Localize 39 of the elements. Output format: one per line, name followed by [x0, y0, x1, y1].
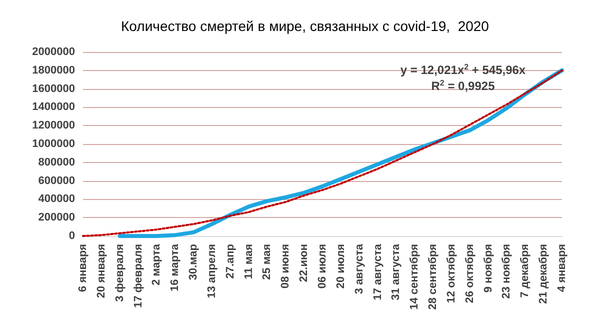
x-tick-label: 12 октября: [445, 244, 458, 304]
y-tick-label: 1800000: [32, 64, 75, 76]
y-tick-label: 600000: [38, 174, 75, 187]
x-tick-label: 6 января: [77, 244, 89, 292]
x-tick-label: 13 апреля: [206, 244, 218, 298]
x-tick-label: 27.апр: [224, 244, 236, 279]
x-tick-label: 3 февраля: [114, 244, 126, 302]
x-tick-label: 14 сентября: [408, 244, 421, 310]
y-tick-label: 1600000: [32, 82, 75, 95]
x-tick-label: 9 ноября: [482, 244, 494, 293]
x-tick-label: 16 марта: [169, 243, 182, 292]
x-tick-label: 25 мая: [261, 244, 274, 280]
x-tick-label: 23 ноября: [500, 244, 513, 299]
y-tick-label: 2000000: [32, 46, 75, 58]
x-tick-label: 7 декабря: [519, 244, 532, 298]
chart-title: Количество смертей в мире, связанных с covid-19, 2020: [121, 18, 490, 34]
x-tick-label: 17 августа: [372, 243, 384, 300]
x-tick-label: 20 января: [95, 244, 108, 298]
y-tick-label: 1000000: [32, 138, 75, 150]
x-tick-label: 11 мая: [242, 244, 255, 280]
x-tick-label: 21 декабря: [538, 244, 550, 304]
y-tick-label: 0: [68, 230, 75, 242]
y-tick-label: 200000: [38, 212, 75, 224]
x-tick-label: 06 июля: [316, 244, 328, 289]
y-tick-label: 800000: [38, 156, 75, 168]
x-tick-label: 08 июня: [280, 244, 292, 289]
x-tick-label: 22.июн: [298, 244, 310, 282]
y-tick-label: 1200000: [32, 120, 75, 132]
x-tick-label: 17 февраля: [132, 244, 144, 308]
y-tick-label: 1400000: [32, 101, 75, 114]
x-tick-label: 4 января: [556, 244, 568, 292]
x-tick-label: 26 октября: [464, 244, 476, 304]
x-tick-label: 2 марта: [150, 243, 163, 286]
x-tick-label: 31 августа: [390, 243, 402, 300]
x-tick-label: 30.мар: [188, 244, 200, 280]
x-tick-label: 20 июля: [334, 244, 347, 289]
x-tick-label: 28 сентября: [427, 244, 440, 310]
x-tick-label: 3 августа: [353, 243, 366, 294]
y-tick-label: 400000: [38, 193, 75, 206]
